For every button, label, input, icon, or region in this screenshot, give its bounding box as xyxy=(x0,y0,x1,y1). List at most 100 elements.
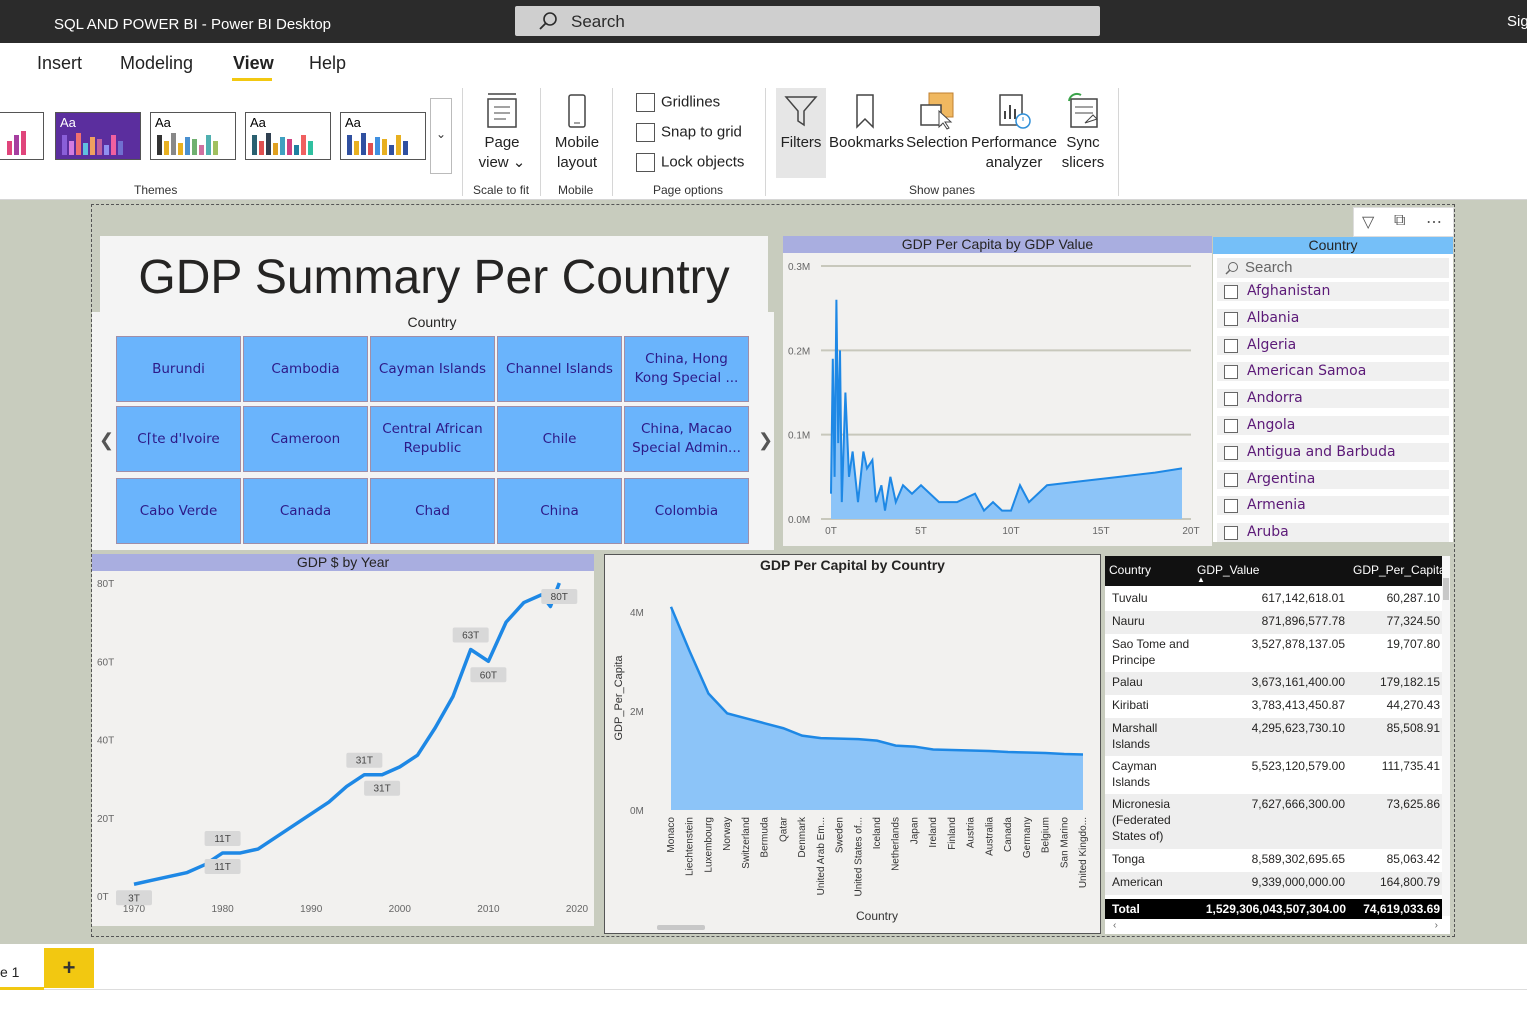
checkbox-box[interactable] xyxy=(1224,445,1238,460)
themes-more-button[interactable]: ⌄ xyxy=(430,98,452,174)
slicer-item[interactable]: Aruba xyxy=(1217,523,1449,543)
bookmarks-pane-button[interactable]: Bookmarks xyxy=(829,91,905,153)
more-options-icon[interactable]: ⋯ xyxy=(1426,214,1442,231)
gdp-per-capital-by-country-visual[interactable]: GDP Per Capital by Country 4M 2M 0M GDP_Per… xyxy=(604,554,1101,934)
sign-in-link[interactable]: Sig xyxy=(1507,13,1527,30)
country-tile[interactable]: Colombia xyxy=(624,478,749,544)
slicer-item[interactable]: Antigua and Barbuda xyxy=(1217,442,1449,462)
gridlines-label: Gridlines xyxy=(661,93,721,111)
x-tick-label: Japan xyxy=(909,817,920,844)
country-tile[interactable]: Cabo Verde xyxy=(116,478,241,544)
x-tick-label: 20T xyxy=(1182,526,1199,537)
slicer-item[interactable]: Albania xyxy=(1217,308,1449,328)
theme-swatch-3[interactable]: Aa xyxy=(150,112,236,160)
table-cell: 871,896,577.78 xyxy=(1261,614,1345,628)
country-tile[interactable]: Cameroon xyxy=(243,406,368,472)
vertical-scrollbar[interactable] xyxy=(1442,556,1450,916)
country-tile[interactable]: China, Hong Kong Special ... xyxy=(624,336,749,402)
x-tick-label: Belgium xyxy=(1041,817,1052,853)
selection-pane-button[interactable]: Selection xyxy=(906,91,968,153)
country-tile[interactable]: Chad xyxy=(370,478,495,544)
series-area xyxy=(671,606,1083,810)
filters-pane-button[interactable]: Filters xyxy=(776,88,826,178)
bookmarks-label: Bookmarks xyxy=(829,134,905,151)
checkbox-box[interactable] xyxy=(1224,499,1238,514)
bookmark-icon xyxy=(856,94,874,129)
slicer-item[interactable]: Andorra xyxy=(1217,389,1449,409)
checkbox-box[interactable] xyxy=(1224,311,1238,326)
performance-analyzer-button[interactable]: Performance analyzer xyxy=(970,91,1058,173)
chevron-right-icon[interactable]: ❯ xyxy=(758,430,774,450)
horizontal-scrollbar[interactable]: ‹ › xyxy=(1113,920,1438,931)
column-header-gdp-value[interactable]: GDP_Value ▲ xyxy=(1193,556,1349,586)
checkbox-box[interactable] xyxy=(636,153,655,172)
sync-slicers-button[interactable]: Sync slicers xyxy=(1060,91,1106,173)
gridlines-checkbox[interactable]: Gridlines xyxy=(636,93,720,112)
gdp-by-year-visual[interactable]: GDP $ by Year 80T 60T 40T 20T 0T 1970 1980 1990… xyxy=(92,554,594,926)
add-page-button[interactable]: + xyxy=(44,948,94,988)
gdp-per-capita-by-value-visual[interactable]: GDP Per Capita by GDP Value 0.3M 0.2M 0.1M… xyxy=(783,236,1212,546)
slicer-item[interactable]: Argentina xyxy=(1217,469,1449,489)
x-tick-label: 10T xyxy=(1002,526,1019,537)
menu-view[interactable]: View xyxy=(233,53,274,73)
page-view-button[interactable]: Page view ⌄ xyxy=(472,91,532,173)
data-label-box xyxy=(364,780,401,796)
page-tab-1[interactable]: e 1 xyxy=(0,948,44,990)
y-tick-label: 0.0M xyxy=(788,515,810,526)
country-tile[interactable]: Burundi xyxy=(116,336,241,402)
checkbox-box[interactable] xyxy=(1224,472,1238,487)
x-tick-label: Denmark xyxy=(797,816,808,858)
selection-label: Selection xyxy=(906,134,968,151)
search-box[interactable]: Search xyxy=(515,6,1100,36)
country-tile[interactable]: C⌈te d'Ivoire xyxy=(116,406,241,472)
mobile-layout-label: Mobile layout xyxy=(554,134,600,171)
menu-insert[interactable]: Insert xyxy=(37,53,83,73)
checkbox-box[interactable] xyxy=(1224,365,1238,380)
theme-swatch-2[interactable]: Aa xyxy=(55,112,141,160)
checkbox-box[interactable] xyxy=(1224,338,1238,353)
country-tile[interactable]: Cayman Islands xyxy=(370,336,495,402)
snap-to-grid-checkbox[interactable]: Snap to grid xyxy=(636,123,742,142)
country-tile[interactable]: Cambodia xyxy=(243,336,368,402)
country-tile[interactable]: China, Macao Special Admin... xyxy=(624,406,749,472)
slicer-item[interactable]: Afghanistan xyxy=(1217,282,1449,301)
group-label-page-options: Page options xyxy=(653,183,724,197)
mobile-layout-button[interactable]: Mobile layout xyxy=(548,91,606,173)
page-tabs-bar: e 1 + xyxy=(0,944,1527,990)
tile-slicer-header: Country xyxy=(407,314,457,330)
theme-swatch-5[interactable]: Aa xyxy=(340,112,426,160)
slicer-item[interactable]: Armenia xyxy=(1217,496,1449,516)
menu-help[interactable]: Help xyxy=(309,53,347,73)
slicer-item[interactable]: American Samoa xyxy=(1217,362,1449,382)
checkbox-box[interactable] xyxy=(1224,392,1238,407)
window-title: SQL AND POWER BI - Power BI Desktop xyxy=(54,16,332,33)
checkbox-box[interactable] xyxy=(636,123,655,142)
checkbox-box[interactable] xyxy=(636,93,655,112)
slicer-item[interactable]: Algeria xyxy=(1217,335,1449,355)
x-tick-label: Luxembourg xyxy=(703,817,714,873)
table-cell: 5,523,120,579.00 xyxy=(1251,759,1345,773)
country-tile[interactable]: China xyxy=(497,478,622,544)
checkbox-box[interactable] xyxy=(1224,419,1238,433)
table-cell: 111,735.41 xyxy=(1381,759,1440,773)
checkbox-box[interactable] xyxy=(1224,526,1238,541)
theme-swatch-4[interactable]: Aa xyxy=(245,112,331,160)
country-tile[interactable]: Canada xyxy=(243,478,368,544)
chevron-left-icon[interactable]: ❮ xyxy=(99,430,115,450)
gdp-table-visual[interactable]: Country GDP_Value ▲ GDP_Per_Capita Tuvalu… xyxy=(1105,556,1450,934)
column-header-country[interactable]: Country xyxy=(1105,556,1193,586)
filter-icon[interactable]: ▽ xyxy=(1362,214,1375,231)
country-tile[interactable]: Central African Republic xyxy=(370,406,495,472)
column-header-gdp-per-capita[interactable]: GDP_Per_Capita xyxy=(1349,556,1446,586)
slicer-search[interactable]: Search xyxy=(1217,258,1449,278)
slicer-item[interactable]: Angola xyxy=(1217,416,1449,435)
country-tile[interactable]: Chile xyxy=(497,406,622,472)
country-tile[interactable]: Channel Islands xyxy=(497,336,622,402)
lock-objects-checkbox[interactable]: Lock objects xyxy=(636,153,744,172)
data-label: 60T xyxy=(480,670,497,681)
focus-mode-icon[interactable]: ⧉ xyxy=(1394,212,1406,229)
checkbox-box[interactable] xyxy=(1224,285,1238,299)
menu-modeling[interactable]: Modeling xyxy=(120,53,194,73)
theme-swatch-1[interactable] xyxy=(0,112,44,160)
total-label: Total xyxy=(1112,902,1140,916)
